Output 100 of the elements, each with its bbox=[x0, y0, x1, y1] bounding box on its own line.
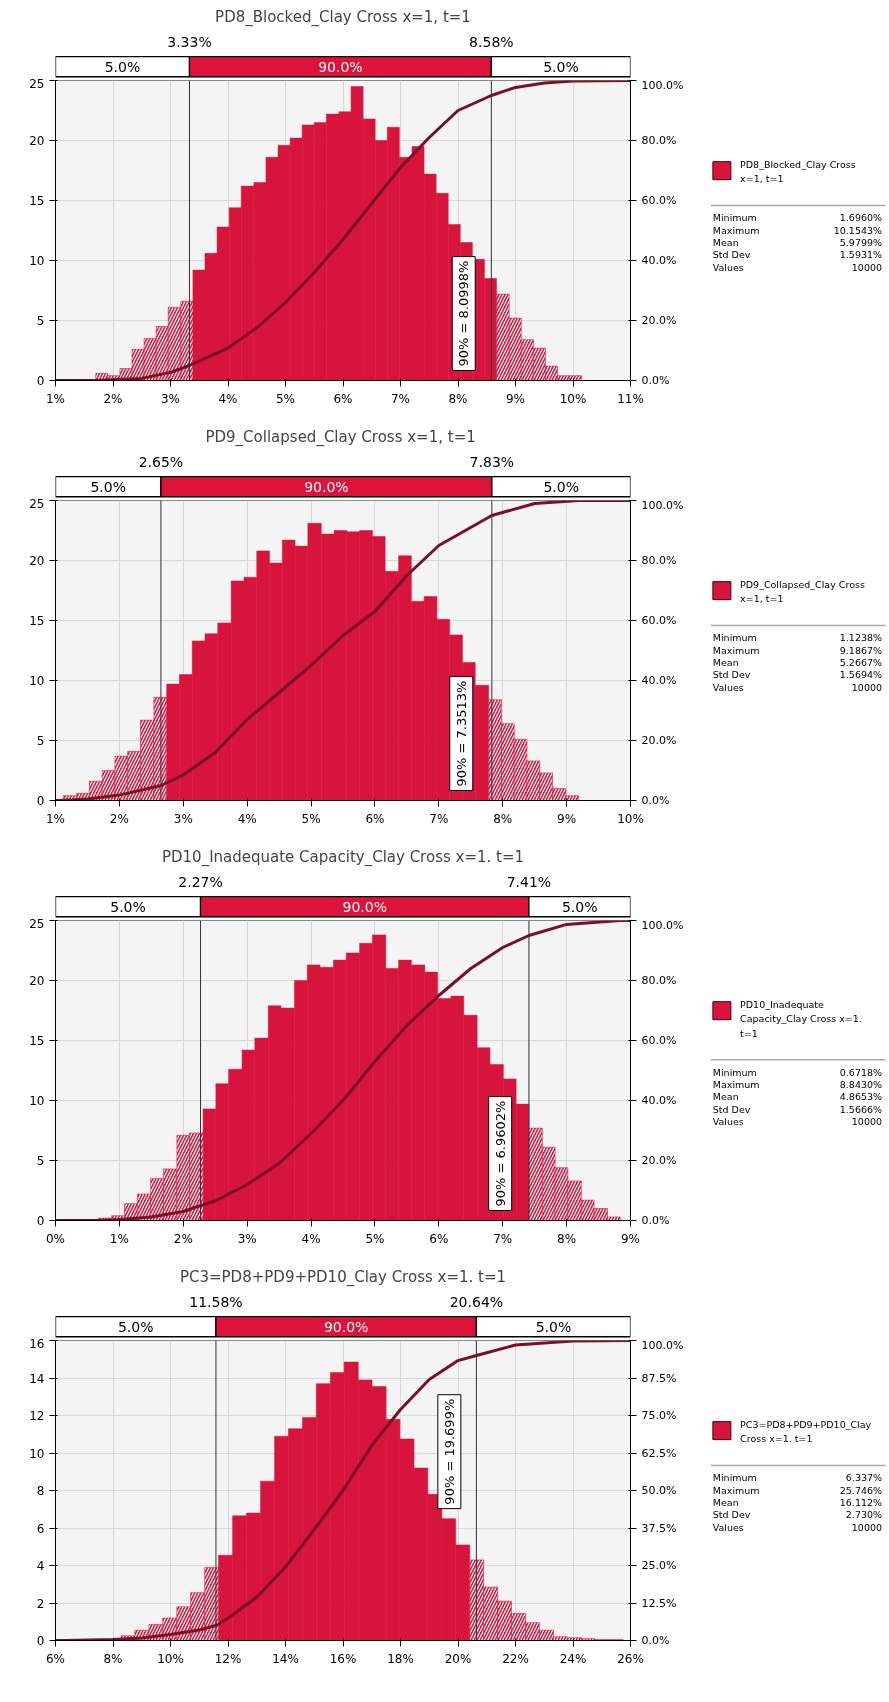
text: 6.337% bbox=[845, 1472, 883, 1484]
x-tick-label: 2% bbox=[109, 811, 129, 826]
x-tick-label: 4% bbox=[237, 811, 257, 826]
text: Maximum bbox=[712, 1484, 760, 1496]
text: 5.0% bbox=[90, 478, 126, 495]
ref-line-label: 7.83% bbox=[469, 454, 515, 471]
x-tick-label: 20% bbox=[444, 1651, 472, 1666]
text: 5.0% bbox=[117, 1318, 154, 1335]
text: Values bbox=[712, 261, 744, 273]
x-tick-label: 8% bbox=[448, 391, 468, 406]
x-tick-label: 3% bbox=[173, 811, 193, 826]
y-tick-label: 0 bbox=[36, 1634, 45, 1648]
x-tick-label: 24% bbox=[559, 1651, 587, 1666]
y2-tick-label: 40.0% bbox=[641, 254, 677, 267]
text: 25.746% bbox=[839, 1484, 883, 1496]
ref-line-label: 3.33% bbox=[167, 34, 212, 51]
y-tick-label: 0 bbox=[36, 794, 45, 808]
x-tick-label: 6% bbox=[45, 1651, 66, 1666]
text: 1.6960% bbox=[839, 212, 883, 224]
y2-tick-label: 60.0% bbox=[641, 614, 677, 627]
legend-label: PC3=PD8+PD9+PD10_Clay Cross x=1. t=1 bbox=[740, 1419, 872, 1445]
y2-tick-label: 50.0% bbox=[641, 1484, 677, 1497]
x-tick-label: 1% bbox=[109, 1231, 129, 1246]
text: 5.0% bbox=[561, 898, 598, 915]
text: 8.8430% bbox=[839, 1078, 883, 1090]
y2-tick-label: 100.0% bbox=[641, 498, 684, 512]
ref-line-label: 7.41% bbox=[506, 874, 552, 891]
x-tick-label: 11% bbox=[617, 391, 644, 406]
x-tick-label: 7% bbox=[429, 811, 449, 826]
x-tick-label: 0% bbox=[45, 1231, 66, 1246]
y2-tick-label: 0.0% bbox=[641, 1634, 670, 1647]
chart-title: PC3=PD8+PD9+PD10_Clay Cross x=1. t=1 bbox=[179, 1267, 507, 1287]
text: Minimum bbox=[712, 212, 757, 224]
y2-tick-label: 87.5% bbox=[641, 1371, 677, 1385]
x-tick-label: 9% bbox=[557, 811, 577, 826]
text: 4.8653% bbox=[839, 1091, 883, 1103]
x-tick-label: 5% bbox=[301, 811, 321, 826]
x-tick-label: 6% bbox=[365, 811, 385, 826]
text: Minimum bbox=[712, 1066, 757, 1078]
x-tick-label: 2% bbox=[103, 391, 123, 406]
y-tick-label: 14 bbox=[29, 1371, 45, 1386]
text: Values bbox=[712, 681, 744, 693]
text: Std Dev bbox=[712, 669, 751, 681]
x-tick-label: 8% bbox=[557, 1231, 577, 1246]
text: 5.9799% bbox=[839, 236, 883, 248]
x-tick-label: 6% bbox=[333, 391, 353, 406]
x-tick-label: 10% bbox=[157, 1651, 184, 1666]
y2-tick-label: 80.0% bbox=[641, 554, 677, 567]
y-tick-label: 16 bbox=[29, 1336, 45, 1351]
ref-line-label: 8.58% bbox=[469, 34, 514, 51]
ref-line-label: 11.58% bbox=[189, 1294, 243, 1311]
y-tick-label: 6 bbox=[36, 1521, 45, 1536]
x-tick-label: 10% bbox=[559, 391, 587, 406]
text: 10000 bbox=[851, 1115, 883, 1127]
chart-title: PD9_Collapsed_Clay Cross x=1, t=1 bbox=[205, 427, 476, 447]
y-tick-label: 15 bbox=[29, 194, 45, 208]
x-tick-label: 26% bbox=[617, 1651, 644, 1666]
y2-tick-label: 40.0% bbox=[641, 1094, 677, 1107]
y2-tick-label: 37.5% bbox=[641, 1521, 677, 1535]
x-tick-label: 3% bbox=[237, 1231, 257, 1246]
y2-tick-label: 40.0% bbox=[641, 674, 677, 687]
text: Mean bbox=[712, 656, 739, 668]
x-tick-label: 1% bbox=[45, 391, 66, 406]
x-tick-label: 7% bbox=[493, 1231, 513, 1246]
text: 90.0% bbox=[318, 58, 363, 75]
legend-label: PD8_Blocked_Clay Cross x=1, t=1 bbox=[740, 159, 856, 185]
y-tick-label: 15 bbox=[29, 614, 45, 628]
text: Maximum bbox=[712, 1078, 760, 1090]
text: 5.0% bbox=[535, 1318, 572, 1335]
text: 10000 bbox=[851, 1521, 883, 1533]
text: Maximum bbox=[712, 644, 760, 656]
x-tick-label: 18% bbox=[387, 1651, 414, 1666]
y-tick-label: 25 bbox=[29, 496, 45, 511]
chart-title: PD10_Inadequate Capacity_Clay Cross x=1. t=1 bbox=[161, 847, 525, 867]
text: 0.6718% bbox=[839, 1066, 883, 1078]
annotation: 90% = 8.0998% bbox=[456, 260, 472, 367]
y2-tick-label: 62.5% bbox=[641, 1446, 677, 1460]
x-tick-label: 16% bbox=[329, 1651, 357, 1666]
ref-line-label: 20.64% bbox=[449, 1294, 504, 1311]
x-tick-label: 8% bbox=[103, 1651, 123, 1666]
text: 1.5931% bbox=[839, 249, 883, 261]
y2-tick-label: 25.0% bbox=[641, 1559, 677, 1572]
y2-tick-label: 60.0% bbox=[641, 1034, 677, 1047]
x-tick-label: 4% bbox=[218, 391, 238, 406]
text: Mean bbox=[712, 236, 739, 248]
x-tick-label: 8% bbox=[493, 811, 513, 826]
y2-tick-label: 75.0% bbox=[641, 1409, 677, 1422]
y-tick-label: 20 bbox=[29, 134, 45, 148]
annotation: 90% = 19.699% bbox=[441, 1398, 457, 1505]
legend-label: PD10_Inadequate Capacity_Clay Cross x=1. t=1 bbox=[740, 999, 862, 1039]
x-tick-label: 3% bbox=[160, 391, 181, 406]
text: 5.0% bbox=[543, 58, 579, 75]
y2-tick-label: 100.0% bbox=[641, 1338, 684, 1352]
x-tick-label: 2% bbox=[173, 1231, 193, 1246]
y-tick-label: 20 bbox=[29, 974, 45, 988]
y-tick-label: 10 bbox=[29, 1094, 45, 1108]
y2-tick-label: 20.0% bbox=[641, 314, 677, 327]
y2-tick-label: 0.0% bbox=[641, 374, 670, 387]
chart-title: PD8_Blocked_Clay Cross x=1, t=1 bbox=[215, 7, 471, 27]
y2-tick-label: 20.0% bbox=[641, 734, 677, 747]
